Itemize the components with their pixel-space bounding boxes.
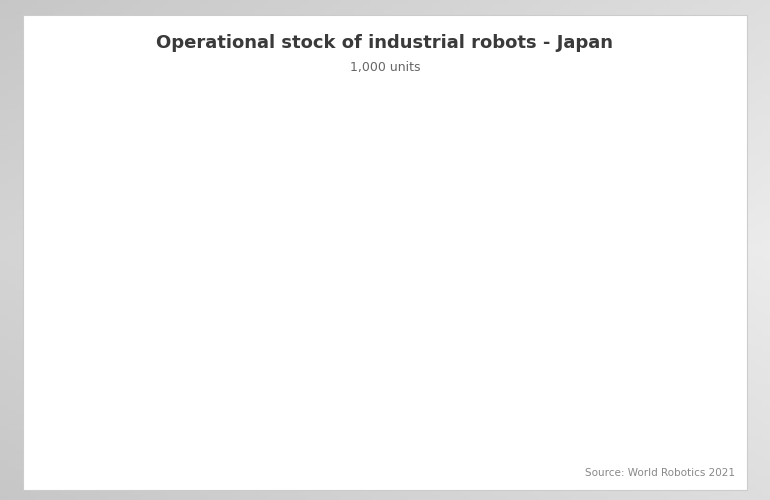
Bar	[700, 176, 735, 440]
Bar	[143, 224, 177, 440]
Bar	[74, 218, 108, 440]
Bar	[514, 232, 548, 440]
Bar	[136, 218, 170, 440]
Text: 297: 297	[511, 234, 537, 248]
Bar	[322, 226, 356, 440]
Bar	[82, 224, 116, 440]
Text: 304: 304	[263, 230, 290, 242]
Bar	[638, 190, 672, 440]
Text: 308: 308	[78, 226, 104, 239]
Text: Source: World Robotics 2021: Source: World Robotics 2021	[585, 468, 735, 477]
Bar	[391, 239, 425, 440]
Text: 287: 287	[387, 242, 413, 254]
Text: 374: 374	[697, 179, 723, 192]
Bar	[507, 226, 541, 440]
Text: 311: 311	[202, 224, 228, 237]
Bar	[205, 222, 239, 440]
Bar	[453, 239, 487, 440]
Bar	[329, 232, 363, 440]
Bar	[198, 216, 232, 440]
Text: Operational stock of industrial robots - Japan: Operational stock of industrial robots -…	[156, 34, 614, 52]
Text: 307: 307	[140, 228, 166, 240]
Bar	[267, 226, 301, 440]
Bar	[259, 221, 293, 440]
Bar	[631, 184, 665, 440]
Text: 287: 287	[449, 242, 475, 254]
Text: 1,000 units: 1,000 units	[350, 61, 420, 74]
Text: 296: 296	[326, 236, 352, 248]
Text: 318: 318	[573, 220, 599, 232]
Bar	[569, 210, 603, 440]
Bar	[445, 233, 479, 440]
Bar	[693, 170, 727, 440]
Bar	[577, 216, 611, 440]
Bar	[383, 233, 417, 440]
Text: 355: 355	[634, 192, 661, 205]
